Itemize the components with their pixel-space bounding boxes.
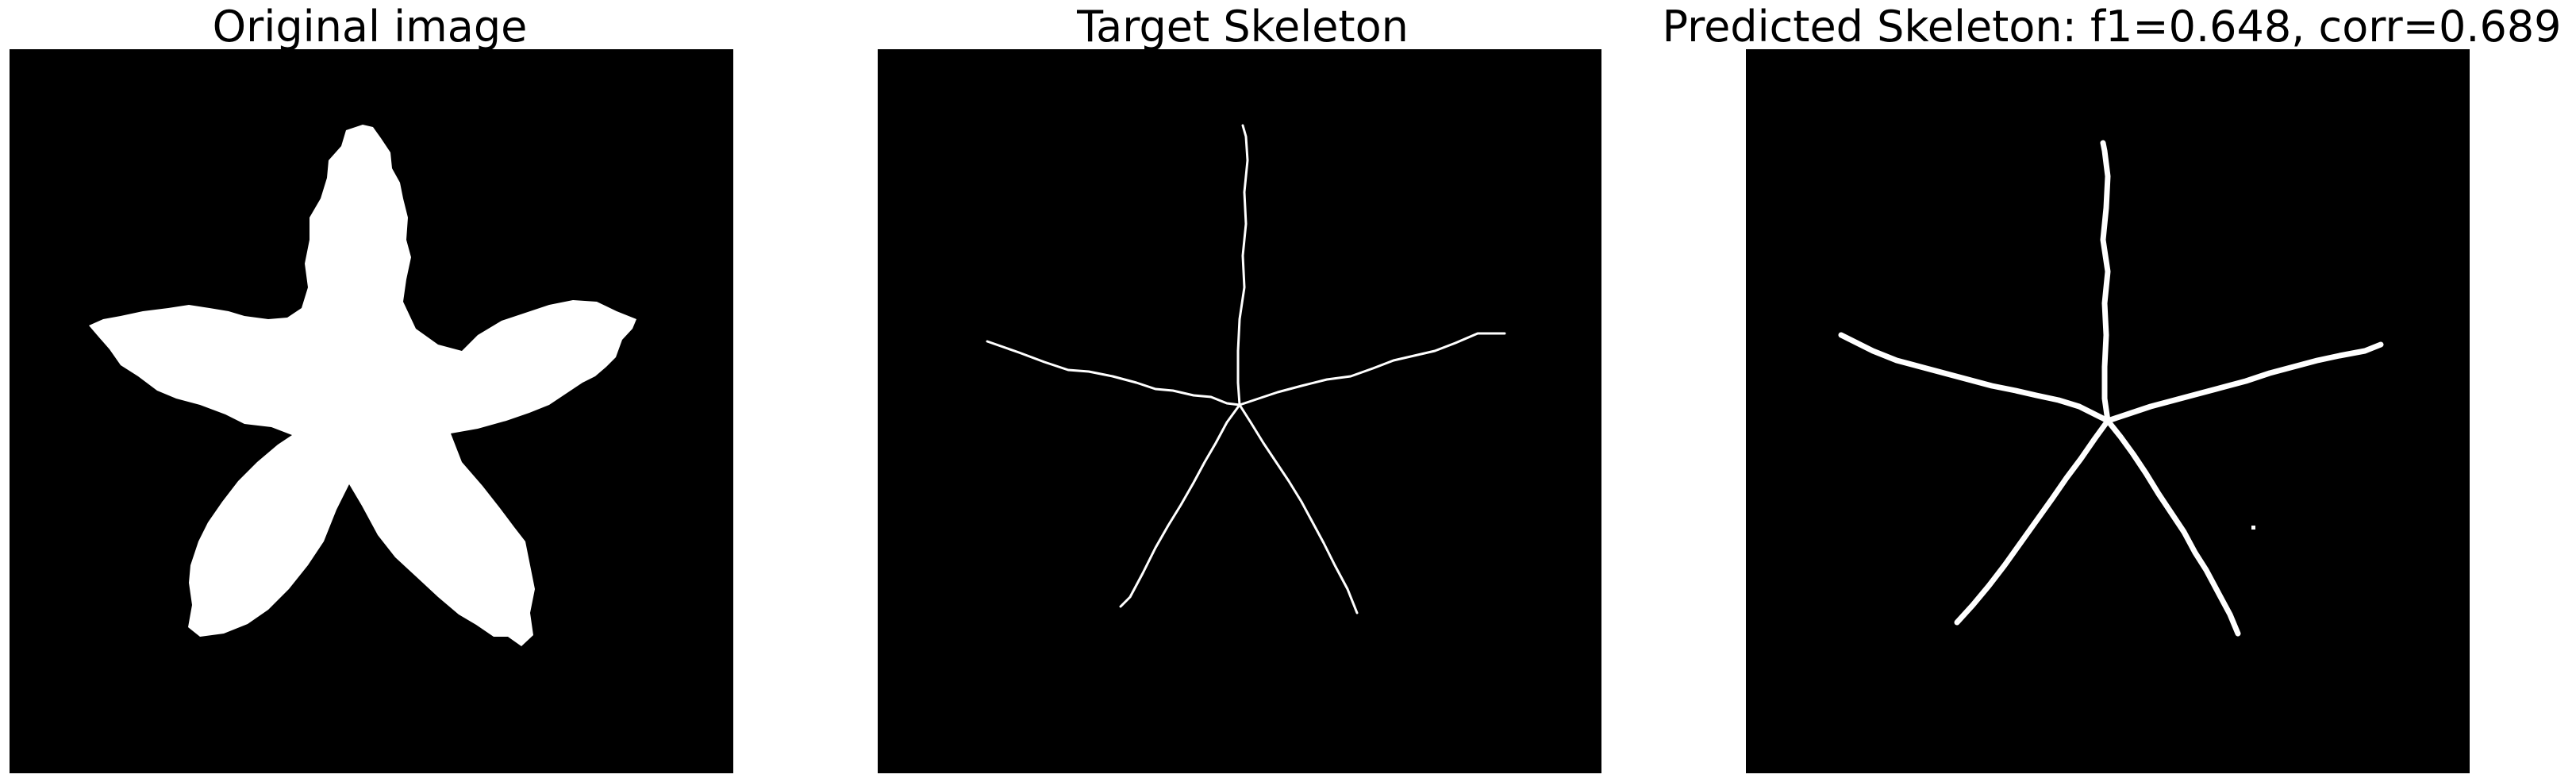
predicted-skeleton-title: Predicted Skeleton: f1=0.648, corr=0.689 xyxy=(1662,2,2562,52)
starfish-silhouette xyxy=(89,125,636,646)
original-image-title: Original image xyxy=(212,2,528,52)
predicted-skeleton-canvas xyxy=(1746,49,2470,773)
target-skeleton-title: Target Skeleton xyxy=(1077,2,1409,52)
stray-pixel xyxy=(2251,526,2255,530)
target-skeleton-lines xyxy=(986,124,1506,614)
original-image-canvas xyxy=(10,49,733,773)
target-skeleton-canvas xyxy=(878,49,1601,773)
predicted-skeleton-lines xyxy=(1838,140,2384,637)
